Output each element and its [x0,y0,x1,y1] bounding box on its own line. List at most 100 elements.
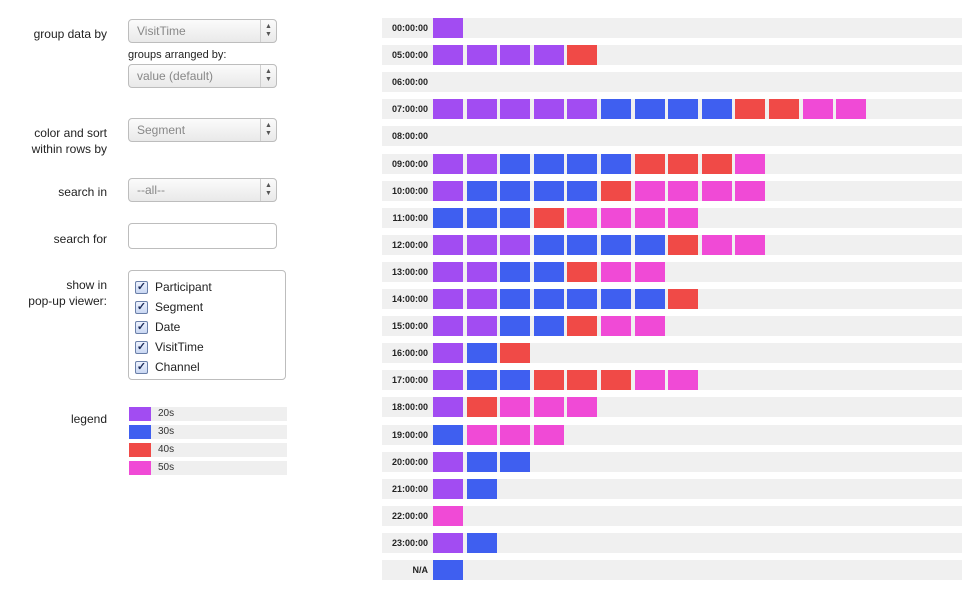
data-block-30s[interactable] [601,234,631,255]
data-block-30s[interactable] [634,234,665,255]
arranged-by-select[interactable]: value (default) ▲ ▼ [128,64,277,88]
data-block-30s[interactable] [533,261,564,282]
data-block-40s[interactable] [735,99,766,120]
data-block-50s[interactable] [735,180,766,201]
data-block-20s[interactable] [500,234,531,255]
data-block-30s[interactable] [533,316,564,337]
data-block-20s[interactable] [433,234,463,255]
data-block-30s[interactable] [500,316,531,337]
data-block-30s[interactable] [466,343,497,364]
data-block-40s[interactable] [533,370,564,391]
data-block-30s[interactable] [500,370,531,391]
data-block-50s[interactable] [836,99,867,120]
data-block-40s[interactable] [601,180,631,201]
data-block-40s[interactable] [567,316,598,337]
data-block-20s[interactable] [433,343,463,364]
data-block-20s[interactable] [533,99,564,120]
checkbox-checked-icon[interactable]: ✓ [135,320,148,334]
data-block-40s[interactable] [567,45,598,66]
data-block-30s[interactable] [601,99,631,120]
data-block-50s[interactable] [601,207,631,228]
data-block-20s[interactable] [433,45,463,66]
data-block-40s[interactable] [601,370,631,391]
data-block-20s[interactable] [466,234,497,255]
data-block-50s[interactable] [701,180,732,201]
data-block-30s[interactable] [668,99,699,120]
popup-field-visittime[interactable]: ✓ VisitTime [129,337,285,357]
data-block-30s[interactable] [601,289,631,309]
data-block-30s[interactable] [500,153,531,174]
data-block-30s[interactable] [701,99,732,120]
data-block-20s[interactable] [433,289,463,309]
data-block-50s[interactable] [533,424,564,445]
data-block-20s[interactable] [433,180,463,201]
popup-field-participant[interactable]: ✓ Participant [129,277,285,297]
checkbox-checked-icon[interactable]: ✓ [135,340,148,354]
data-block-30s[interactable] [533,180,564,201]
data-block-20s[interactable] [433,397,463,418]
color-sort-select[interactable]: Segment ▲ ▼ [128,118,277,142]
data-block-50s[interactable] [433,505,463,526]
data-block-20s[interactable] [500,45,531,66]
data-block-30s[interactable] [634,99,665,120]
data-block-20s[interactable] [466,261,497,282]
data-block-20s[interactable] [433,532,463,553]
data-block-30s[interactable] [500,207,531,228]
data-block-30s[interactable] [500,451,531,472]
data-block-50s[interactable] [668,180,699,201]
data-block-50s[interactable] [634,316,665,337]
data-block-30s[interactable] [601,153,631,174]
data-block-20s[interactable] [466,99,497,120]
data-block-30s[interactable] [500,261,531,282]
popup-field-channel[interactable]: ✓ Channel [129,357,285,377]
data-block-20s[interactable] [466,289,497,309]
data-block-20s[interactable] [500,99,531,120]
data-block-30s[interactable] [466,207,497,228]
data-block-30s[interactable] [567,153,598,174]
data-block-30s[interactable] [466,478,497,499]
data-block-30s[interactable] [500,180,531,201]
data-block-50s[interactable] [634,261,665,282]
data-block-30s[interactable] [433,207,463,228]
data-block-30s[interactable] [433,424,463,445]
data-block-40s[interactable] [769,99,799,120]
data-block-50s[interactable] [701,234,732,255]
data-block-50s[interactable] [634,207,665,228]
data-block-20s[interactable] [466,153,497,174]
data-block-30s[interactable] [466,532,497,553]
data-block-40s[interactable] [466,397,497,418]
data-block-50s[interactable] [601,261,631,282]
data-block-30s[interactable] [533,234,564,255]
data-block-40s[interactable] [567,261,598,282]
data-block-40s[interactable] [533,207,564,228]
data-block-50s[interactable] [533,397,564,418]
data-block-50s[interactable] [668,207,699,228]
data-block-20s[interactable] [433,451,463,472]
data-block-30s[interactable] [466,370,497,391]
data-block-20s[interactable] [466,316,497,337]
data-block-50s[interactable] [802,99,833,120]
data-block-30s[interactable] [500,289,531,309]
data-block-30s[interactable] [466,180,497,201]
data-block-20s[interactable] [433,370,463,391]
data-block-20s[interactable] [433,261,463,282]
popup-field-segment[interactable]: ✓ Segment [129,297,285,317]
data-block-50s[interactable] [668,370,699,391]
data-block-30s[interactable] [567,180,598,201]
data-block-50s[interactable] [500,397,531,418]
data-block-50s[interactable] [466,424,497,445]
search-in-select[interactable]: --all-- ▲ ▼ [128,178,277,202]
data-block-30s[interactable] [567,289,598,309]
data-block-40s[interactable] [500,343,531,364]
group-by-select[interactable]: VisitTime ▲ ▼ [128,19,277,43]
data-block-20s[interactable] [466,45,497,66]
data-block-50s[interactable] [567,207,598,228]
data-block-30s[interactable] [634,289,665,309]
search-for-input[interactable] [128,223,277,249]
data-block-30s[interactable] [433,560,463,580]
data-block-40s[interactable] [701,153,732,174]
popup-fields-list[interactable]: ✓ Participant ✓ Segment ✓ Date ✓ VisitTime ✓… [128,270,286,380]
checkbox-checked-icon[interactable]: ✓ [135,300,148,314]
data-block-40s[interactable] [668,289,699,309]
data-block-40s[interactable] [634,153,665,174]
